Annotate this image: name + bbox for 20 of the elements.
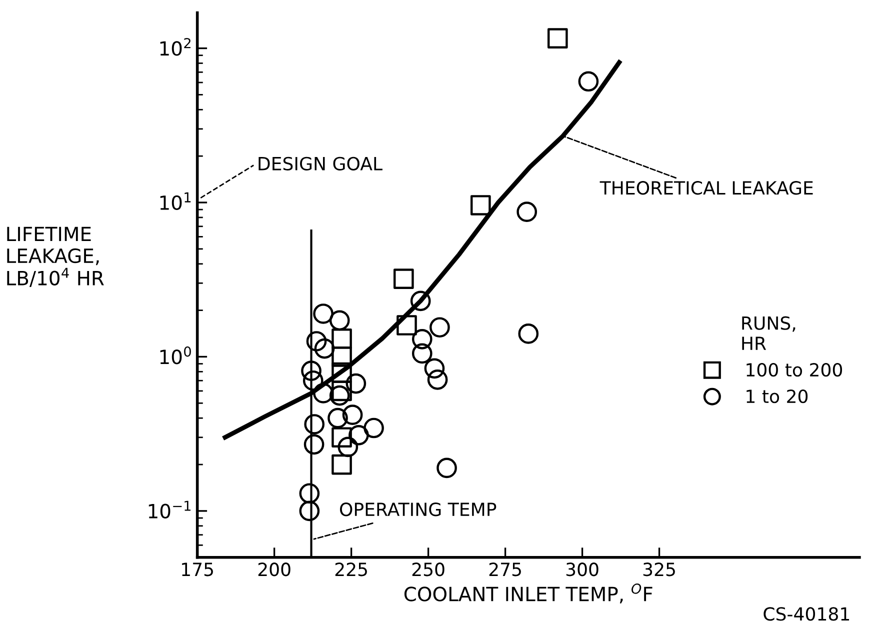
x-tick-label: 275 [489,562,521,576]
legend-label: 1 to 20 [746,390,808,404]
x-tick-label: 200 [258,562,290,576]
x-tick-label: 175 [182,562,213,576]
x-tick-label: 250 [412,562,444,576]
legend-title: RUNS, HR [742,316,796,350]
x-axis-title: COOLANT INLET TEMP, $^{O}$F [404,584,652,604]
x-tick-label: 225 [335,562,367,576]
ref-line-label: OPERATING TEMP [340,502,496,516]
y-tick-label: 10$^{1}$ [160,192,191,210]
y-tick-label: 10$^{0}$ [160,346,191,364]
legend-label: 100 to 200 [746,362,842,377]
annotation: DESIGN GOAL [258,156,382,170]
y-tick-label: 10$^{2}$ [160,38,190,56]
x-tick-label: 325 [643,562,675,576]
y-tick-label: 10$^{−1}$ [148,500,191,518]
text: CS-40181 [764,607,850,621]
y-axis-title: LIFETIME LEAKAGE, LB/10$^{4}$ HR [7,226,104,288]
x-tick-label: 300 [566,562,598,576]
annotation: THEORETICAL LEAKAGE [600,181,813,195]
